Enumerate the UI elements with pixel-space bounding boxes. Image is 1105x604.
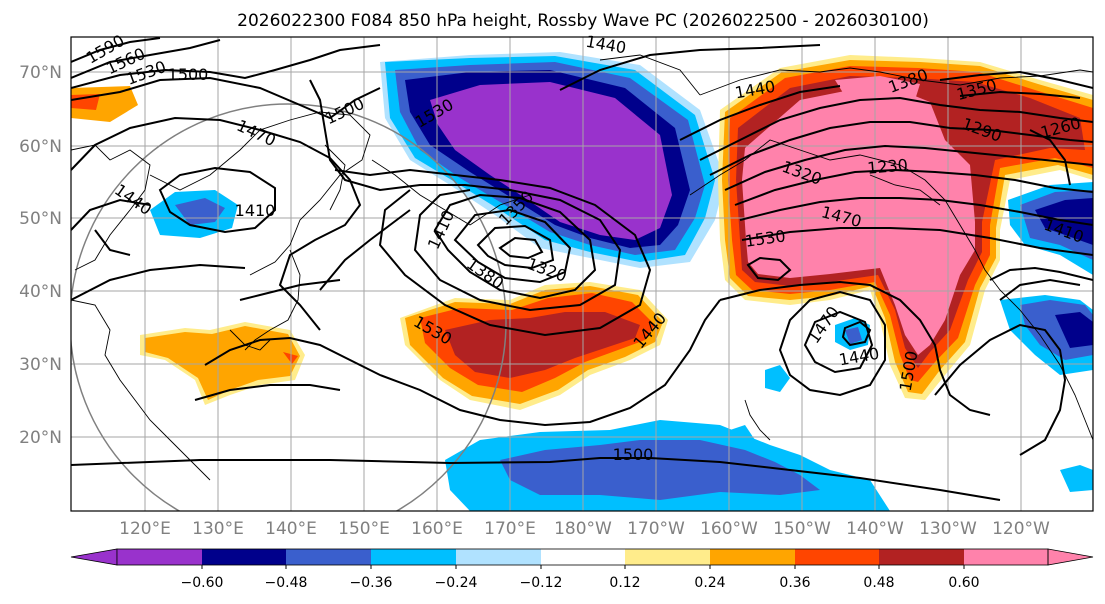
colorbar-bin	[625, 549, 710, 565]
lon-label: 160°W	[700, 519, 758, 539]
latitude-labels: 70°N 60°N 50°N 40°N 30°N 20°N	[19, 63, 62, 448]
height-contours	[71, 37, 1093, 501]
colorbar-tick-label: −0.48	[265, 575, 308, 591]
colorbar-bin	[286, 549, 371, 565]
colorbar-tick-label: −0.60	[181, 575, 224, 591]
colorbar-min-extend	[70, 548, 118, 566]
colorbar-tick-label: 0.24	[694, 575, 725, 591]
lon-label: 120°W	[992, 519, 1050, 539]
lon-label: 170°E	[484, 519, 536, 539]
longitude-labels: 120°E 130°E 140°E 150°E 160°E 170°E 180°…	[119, 519, 1050, 539]
colorbar-tick-label: −0.36	[350, 575, 393, 591]
lon-label: 150°E	[338, 519, 390, 539]
lon-label: 140°W	[846, 519, 904, 539]
lon-label: 160°E	[411, 519, 463, 539]
colorbar-ticks	[201, 565, 965, 569]
colorbar-bin	[541, 549, 625, 565]
map-frame	[70, 36, 1094, 512]
lat-label: 60°N	[19, 137, 62, 157]
figure-title: 2026022300 F084 850 hPa height, Rossby W…	[237, 11, 929, 31]
lat-label: 70°N	[19, 63, 62, 83]
range-circle	[71, 103, 507, 511]
contour-label: 1500	[613, 445, 654, 464]
colorbar-tick-label: −0.24	[435, 575, 478, 591]
lon-label: 130°E	[192, 519, 244, 539]
anomaly-max-northeast	[742, 88, 975, 355]
lon-label: 150°W	[773, 519, 831, 539]
colorbar-bin	[202, 549, 286, 565]
map-panel: 1590 1560 1530 1500 1440 1470 1440 1410 …	[70, 31, 1094, 512]
lon-label: 130°W	[919, 519, 977, 539]
shaded-anomalies	[71, 52, 1093, 511]
colorbar-tick-label: 0.48	[863, 575, 894, 591]
colorbar-bin	[456, 549, 541, 565]
lon-label: 120°E	[119, 519, 171, 539]
lat-label: 20°N	[19, 428, 62, 448]
colorbar-bin	[710, 549, 795, 565]
colorbar-bin	[371, 549, 456, 565]
contour-label: 1500	[168, 65, 209, 84]
contour-label: 1410	[235, 201, 276, 220]
colorbar-max-extend	[1047, 548, 1094, 566]
colorbar-frame	[116, 548, 1049, 566]
colorbar-tick-label: −0.12	[520, 575, 563, 591]
contour-labels: 1590 1560 1530 1500 1440 1470 1440 1410 …	[83, 31, 1086, 464]
coastlines	[71, 54, 1093, 481]
lon-label: 140°E	[265, 519, 317, 539]
lat-label: 30°N	[19, 355, 62, 375]
colorbar-tick-label: 0.36	[779, 575, 810, 591]
graticule	[71, 37, 1093, 511]
lon-label: 170°W	[627, 519, 685, 539]
lat-label: 50°N	[19, 209, 62, 229]
colorbar-tick-label: 0.12	[609, 575, 640, 591]
lon-label: 180°W	[554, 519, 612, 539]
colorbar-bin	[964, 549, 1048, 565]
colorbar-tick-label: 0.60	[948, 575, 979, 591]
colorbar-bin	[117, 549, 202, 565]
contour-label: 1230	[866, 155, 908, 177]
colorbar-bin	[879, 549, 964, 565]
colorbar-bin	[795, 549, 879, 565]
colorbar: −0.60 −0.48 −0.36 −0.24 −0.12 0.12 0.24 …	[70, 548, 1094, 591]
lat-label: 40°N	[19, 282, 62, 302]
